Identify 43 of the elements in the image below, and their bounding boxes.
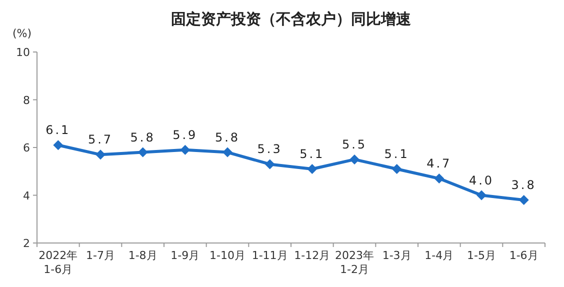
y-tick-label: 6 bbox=[23, 142, 30, 154]
data-label: 5.8 bbox=[130, 130, 156, 144]
data-label: 5.9 bbox=[172, 128, 198, 142]
y-axis-title: (%) bbox=[12, 27, 32, 40]
y-tick-label: 4 bbox=[23, 189, 30, 202]
point bbox=[350, 154, 360, 164]
point bbox=[222, 147, 232, 158]
point bbox=[518, 195, 529, 206]
point bbox=[264, 159, 275, 170]
data-label: 5.8 bbox=[214, 130, 240, 144]
x-tick-label: 1-3月 bbox=[382, 249, 412, 262]
x-tick-label: 1-10月 bbox=[210, 249, 246, 262]
data-label: 5.7 bbox=[88, 132, 114, 147]
point bbox=[476, 190, 486, 200]
x-tick-label: 1-6月 bbox=[509, 249, 538, 262]
x-tick-label: 1-12月 bbox=[294, 249, 330, 262]
data-label: 4.0 bbox=[468, 173, 494, 188]
point bbox=[434, 174, 444, 184]
x-tick-label: 1-11月 bbox=[252, 249, 288, 262]
point bbox=[138, 147, 148, 158]
y-tick-label: 10 bbox=[16, 46, 30, 59]
point bbox=[307, 164, 318, 174]
x-tick-label: 1-5月 bbox=[467, 249, 496, 262]
y-tick-label: 8 bbox=[23, 94, 30, 107]
data-label: 5.1 bbox=[384, 146, 410, 161]
point bbox=[53, 140, 64, 150]
point bbox=[96, 150, 106, 160]
x-tick-label: 1-4月 bbox=[424, 249, 454, 262]
data-label: 3.8 bbox=[511, 178, 536, 192]
data-label: 4.7 bbox=[426, 156, 452, 171]
x-tick-label: 1-9月 bbox=[170, 249, 200, 262]
point bbox=[392, 164, 402, 174]
point bbox=[180, 144, 190, 155]
data-label: 5.5 bbox=[342, 137, 368, 152]
x-tick-label: 2022年 1-6月 bbox=[38, 249, 78, 276]
data-label: 6.1 bbox=[46, 123, 71, 138]
data-label: 5.1 bbox=[300, 146, 325, 161]
x-tick-label: 1-8月 bbox=[128, 249, 158, 262]
x-tick-label: 1-7月 bbox=[86, 249, 115, 262]
data-label: 5.3 bbox=[257, 142, 282, 156]
x-tick-label: 2023年 1-2月 bbox=[335, 249, 374, 276]
y-tick-label: 2 bbox=[23, 237, 30, 250]
chart-title: 固定资产投资（不含农户）同比增速 bbox=[171, 10, 412, 28]
